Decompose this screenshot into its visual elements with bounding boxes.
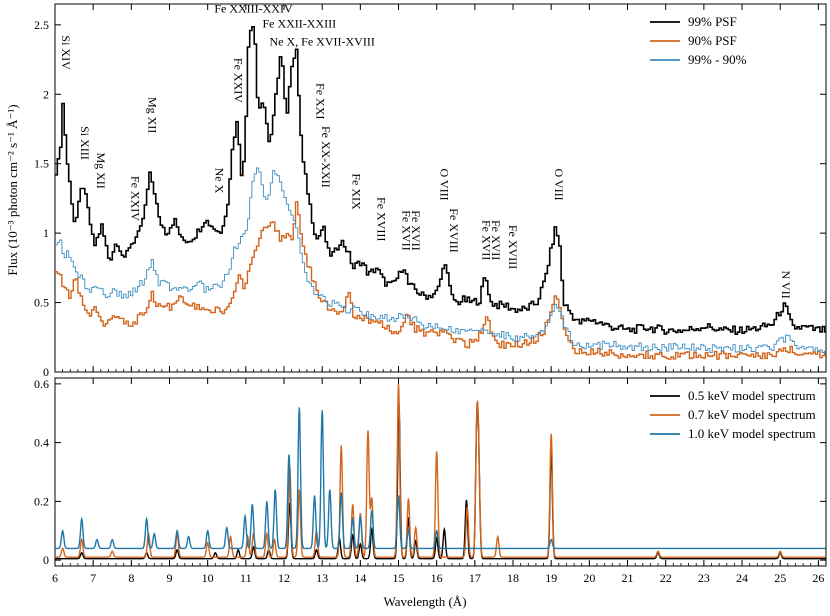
- x-tick-label: 10: [202, 571, 214, 585]
- y-tick-label: 1.5: [34, 157, 49, 171]
- line-annotation: Ne X, Fe XVII-XVIII: [270, 35, 375, 49]
- x-tick-label: 9: [167, 571, 173, 585]
- plot-frame: [54, 3, 827, 373]
- x-tick-label: 26: [812, 571, 824, 585]
- x-tick-label: 23: [698, 571, 710, 585]
- line-annotation: O VIII: [552, 168, 566, 200]
- line-annotation: Si XIV: [59, 35, 73, 70]
- line-annotation: Fe XXIV: [231, 58, 245, 103]
- line-annotation: Si XIII: [78, 126, 92, 160]
- legend-label: 99% PSF: [688, 14, 737, 29]
- y-tick-label: 2: [43, 87, 49, 101]
- y-tick-label: 2.5: [34, 18, 49, 32]
- series-line: [55, 383, 826, 558]
- x-tick-label: 12: [278, 571, 290, 585]
- line-annotation: Fe XX-XXII: [319, 126, 333, 188]
- line-annotation: Fe XVII: [409, 210, 423, 250]
- line-annotation: Fe XXIV: [128, 176, 142, 221]
- y-tick-label: 0.6: [34, 377, 49, 391]
- series-line: [55, 201, 826, 360]
- y-tick-label: 0.5: [34, 296, 49, 310]
- y-tick-label: 0: [43, 365, 49, 379]
- y-tick-label: 0.2: [34, 494, 49, 508]
- y-tick-label: 0.4: [34, 436, 49, 450]
- series-line: [55, 167, 826, 353]
- line-annotation: Fe XIX: [350, 173, 364, 210]
- x-tick-label: 11: [240, 571, 252, 585]
- line-annotation: Fe XXIII-XXIV: [214, 1, 293, 15]
- y-axis-label: Flux (10⁻³ photon cm⁻² s⁻¹ Å⁻¹): [5, 104, 20, 275]
- x-tick-label: 16: [431, 571, 443, 585]
- line-annotation: Fe XXII-XXIII: [262, 17, 336, 31]
- line-annotation: Fe XVIII: [447, 208, 461, 252]
- line-annotation: Mg XII: [94, 152, 108, 188]
- x-tick-label: 13: [316, 571, 328, 585]
- line-annotation: Fe XVII: [399, 210, 413, 250]
- legend-label: 90% PSF: [688, 33, 737, 48]
- y-tick-label: 0: [43, 553, 49, 567]
- x-tick-label: 15: [393, 571, 405, 585]
- legend-label: 0.7 keV model spectrum: [688, 407, 816, 422]
- x-tick-label: 21: [622, 571, 634, 585]
- line-annotation: Fe XVIII: [506, 225, 520, 269]
- x-tick-label: 7: [90, 571, 96, 585]
- legend-label: 99% - 90%: [688, 52, 747, 67]
- top-panel: 0 0.5 1 1.5 2 2.5 99% PSF 90% PSF 99% - 90% Si XI…: [34, 1, 827, 379]
- x-tick-label: 25: [774, 571, 786, 585]
- x-tick-label: 20: [583, 571, 595, 585]
- x-tick-label: 8: [128, 571, 134, 585]
- series-line: [55, 26, 826, 335]
- series-line: [55, 400, 826, 560]
- x-tick-label: 14: [354, 571, 366, 585]
- x-tick-label: 22: [660, 571, 672, 585]
- line-annotation: N VII: [779, 270, 793, 298]
- plot-frame: [54, 377, 827, 567]
- x-tick-label: 18: [507, 571, 519, 585]
- line-annotation: O VIII: [438, 168, 452, 200]
- line-annotation: Fe XVII: [480, 220, 494, 260]
- line-annotation: Fe XXI: [314, 83, 328, 119]
- line-annotation: Fe XVII: [489, 220, 503, 260]
- line-annotation: Ne X: [212, 168, 226, 194]
- x-tick-label: 19: [545, 571, 557, 585]
- legend-label: 0.5 keV model spectrum: [688, 388, 816, 403]
- line-annotation: Mg XII: [146, 97, 160, 133]
- x-tick-label: 17: [469, 571, 481, 585]
- line-annotation: Fe XVIII: [375, 197, 389, 241]
- x-tick-label: 24: [736, 571, 748, 585]
- x-axis-label: Wavelength (Å): [383, 594, 466, 609]
- bottom-panel: 6 7 8 9 10 11 12 13 14 15 16 17 18 19 20 21 22 23 24 25 26 0 0…: [34, 377, 827, 585]
- y-tick-label: 1: [43, 226, 49, 240]
- series-line: [55, 407, 826, 550]
- legend-label: 1.0 keV model spectrum: [688, 426, 816, 441]
- x-tick-label: 6: [52, 571, 58, 585]
